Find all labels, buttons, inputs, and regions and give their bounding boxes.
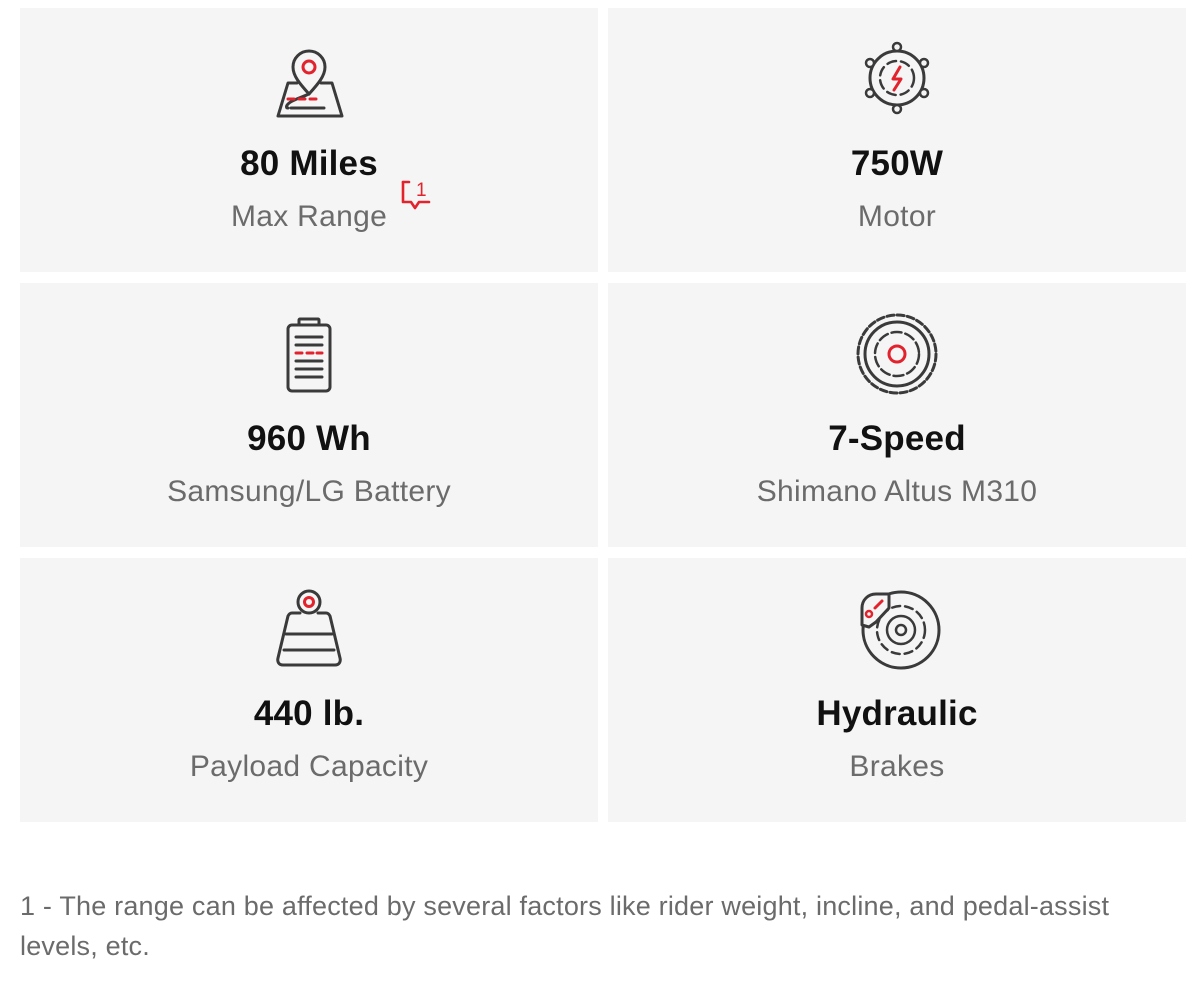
spec-card-payload: 440 lb. Payload Capacity: [20, 558, 598, 822]
spec-value: 7-Speed: [828, 419, 966, 458]
spec-card-motor: 750W Motor: [608, 8, 1186, 272]
footnote-ref-number: 1: [416, 180, 427, 201]
brake-disc-icon: [852, 588, 942, 674]
spec-label: Motor: [857, 200, 937, 233]
spec-value: 440 lb.: [253, 694, 365, 733]
footnote-ref-icon[interactable]: 1: [399, 178, 433, 214]
spec-label: Payload Capacity: [189, 750, 429, 783]
spec-card-brakes: Hydraulic Brakes: [608, 558, 1186, 822]
spec-card-battery: 960 Wh Samsung/LG Battery: [20, 283, 598, 547]
spec-card-range: 80 Miles Max Range 1: [20, 8, 598, 272]
battery-icon: [264, 313, 354, 399]
spec-card-gears: 7-Speed Shimano Altus M310: [608, 283, 1186, 547]
spec-label: Max Range: [230, 200, 388, 233]
spec-label: Brakes: [849, 750, 945, 783]
spec-label: Samsung/LG Battery: [167, 475, 451, 508]
weight-icon: [264, 588, 354, 674]
motor-icon: [852, 38, 942, 124]
spec-value: 80 Miles: [240, 144, 378, 183]
footnote: 1 - The range can be affected by several…: [20, 891, 1110, 961]
spec-value: 750W: [850, 144, 944, 183]
gear-icon: [852, 313, 942, 399]
specs-grid: 80 Miles Max Range 1: [20, 8, 1186, 822]
spec-value: Hydraulic: [816, 694, 978, 733]
spec-label: Shimano Altus M310: [756, 475, 1038, 508]
map-pin-icon: [264, 38, 354, 124]
spec-value: 960 Wh: [247, 419, 371, 458]
